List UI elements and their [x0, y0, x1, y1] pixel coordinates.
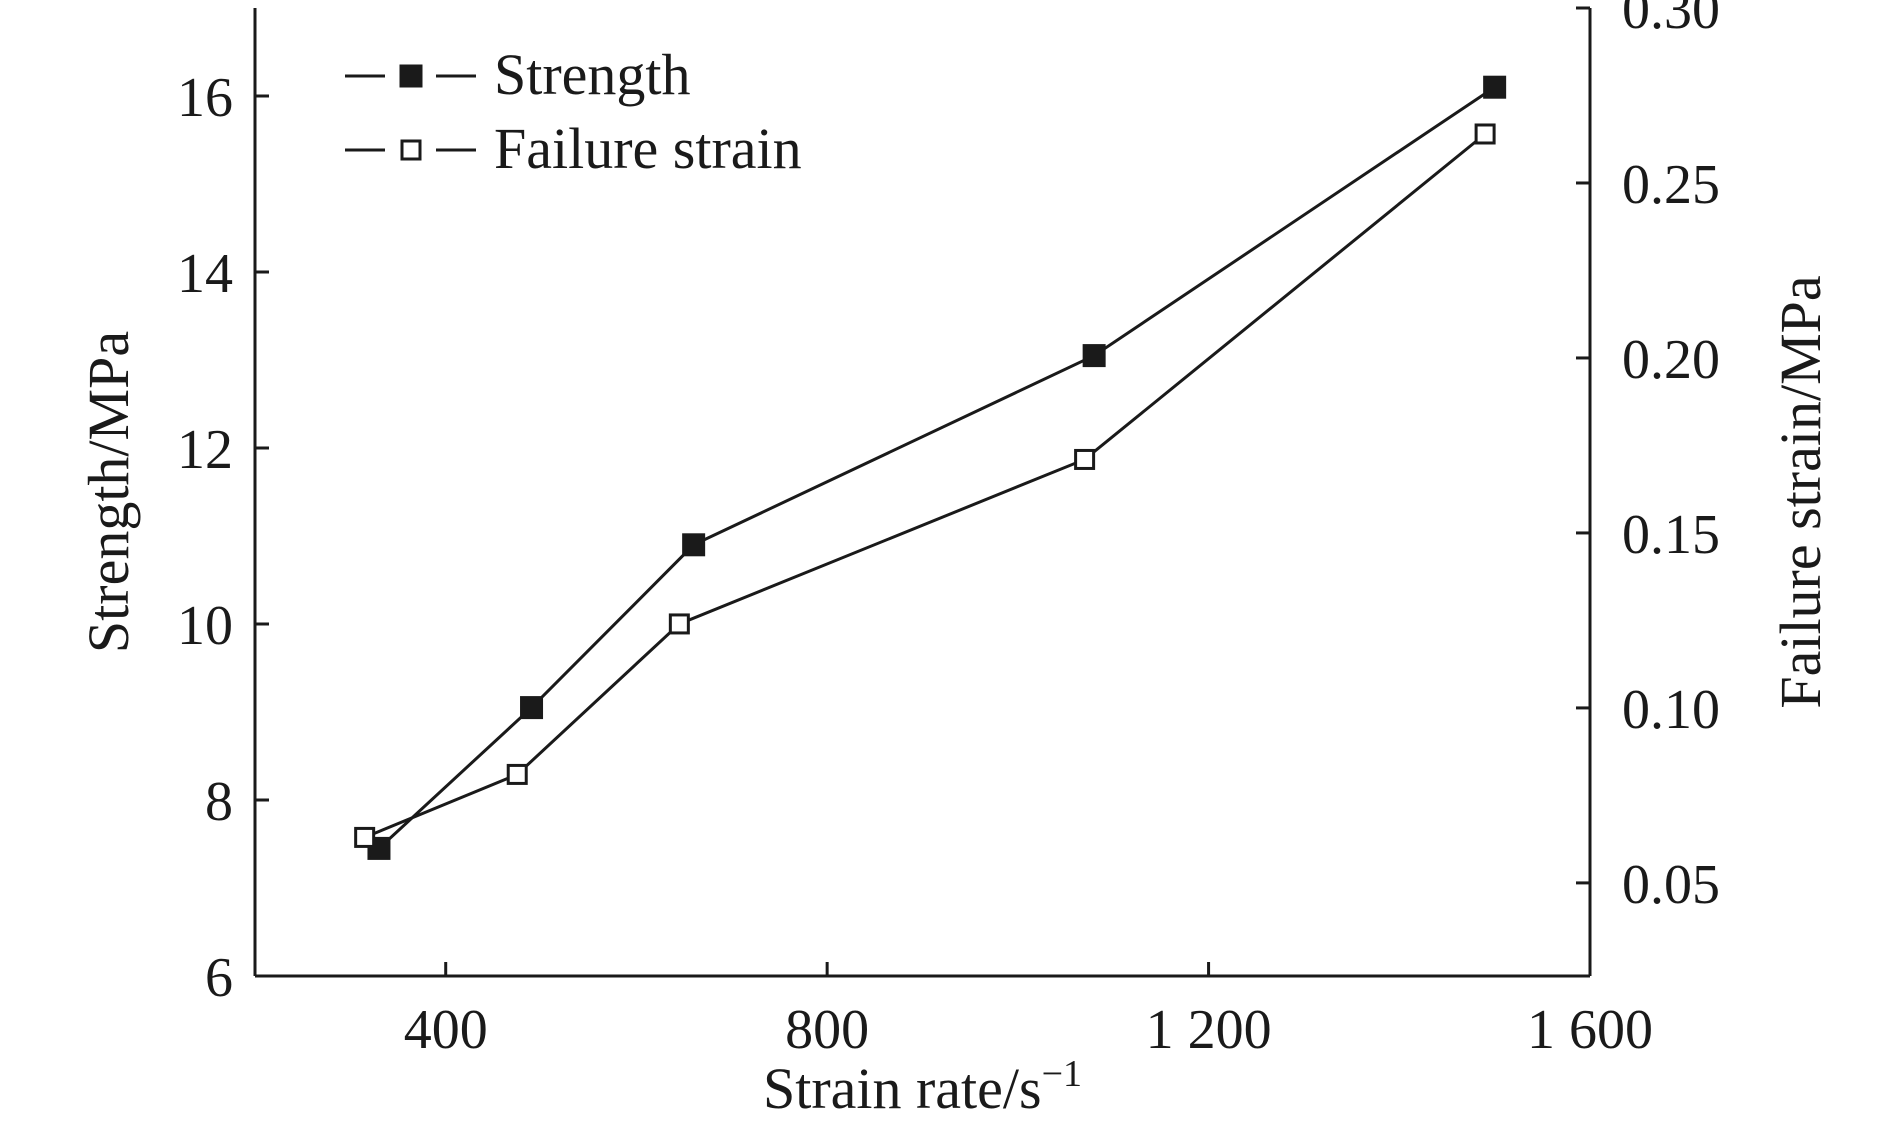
- legend: Strength Failure strain: [345, 42, 802, 181]
- legend-label-failure-strain: Failure strain: [494, 116, 802, 181]
- data-point-failure-strain: [354, 826, 376, 848]
- legend-marker-open-square: [400, 139, 422, 161]
- left-y-tick-label: 12: [177, 419, 233, 481]
- x-tick-label: 1 200: [1146, 999, 1272, 1061]
- series-line-strength: [377, 85, 1496, 850]
- x-axis-title-superscript: −1: [1042, 1053, 1082, 1095]
- left-y-tick-label: 10: [177, 595, 233, 657]
- left-y-tick-label: 8: [205, 771, 233, 833]
- series-layer: [354, 75, 1507, 860]
- right-y-tick-label: 0.05: [1622, 854, 1720, 916]
- x-tick-label: 1 600: [1527, 999, 1653, 1061]
- series-strength: [367, 75, 1507, 860]
- data-point-strength: [1483, 75, 1507, 99]
- right-y-tick-label: 0.15: [1622, 504, 1720, 566]
- ticks: 400 800 1 200 1 600 6 8 10 12 14 16 0.05 0.10 0.15 0.…: [177, 0, 1720, 1061]
- data-point-strength: [520, 696, 544, 720]
- data-point-failure-strain: [1474, 123, 1496, 145]
- legend-marker-filled-square: [399, 64, 423, 88]
- right-y-tick-label: 0.20: [1622, 329, 1720, 391]
- right-y-tick-label: 0.25: [1622, 154, 1720, 216]
- left-y-tick-label: 6: [205, 947, 233, 1009]
- data-point-strength: [1082, 344, 1106, 368]
- left-y-tick-label: 16: [177, 67, 233, 129]
- legend-label-strength: Strength: [494, 42, 691, 107]
- data-point-failure-strain: [506, 763, 528, 785]
- right-y-axis-title: Failure strain/MPa: [1768, 275, 1833, 708]
- data-point-strength: [682, 533, 706, 557]
- series-failure-strain: [354, 123, 1496, 848]
- data-point-failure-strain: [1074, 448, 1096, 470]
- series-line-failure-strain: [364, 132, 1487, 839]
- left-y-tick-label: 14: [177, 243, 233, 305]
- legend-item-failure-strain: Failure strain: [345, 116, 802, 181]
- data-point-failure-strain: [668, 613, 690, 635]
- x-tick-label: 800: [785, 999, 869, 1061]
- axes: [253, 8, 1592, 978]
- x-axis-title-main: Strain rate/s: [763, 1056, 1042, 1121]
- x-axis-title: Strain rate/s−1: [763, 1053, 1082, 1121]
- left-y-axis-title: Strength/MPa: [76, 331, 141, 653]
- x-tick-label: 400: [404, 999, 488, 1061]
- legend-item-strength: Strength: [345, 42, 691, 107]
- right-y-tick-label: 0.30: [1622, 0, 1720, 41]
- right-y-tick-label: 0.10: [1622, 679, 1720, 741]
